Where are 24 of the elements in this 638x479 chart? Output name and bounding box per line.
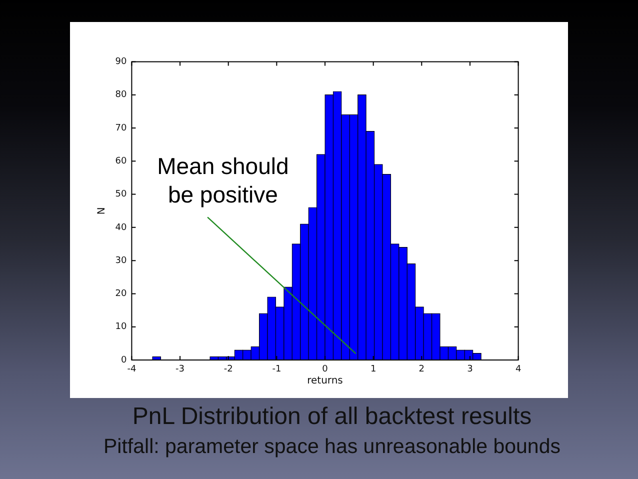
text: Pitfall: parameter space has unreasonable bounds bbox=[102, 434, 562, 458]
y-tick-label: 90 bbox=[115, 57, 127, 68]
y-tick-label: 0 bbox=[120, 355, 127, 366]
x-tick-label: 1 bbox=[370, 364, 376, 375]
y-tick-label: 20 bbox=[115, 289, 127, 300]
x-tick-label: -3 bbox=[176, 364, 185, 375]
x-tick-label: -2 bbox=[224, 364, 233, 375]
x-tick-label: 3 bbox=[467, 364, 473, 375]
x-tick-label: 4 bbox=[515, 364, 522, 375]
x-axis-title: returns bbox=[307, 376, 343, 387]
y-tick-label: 50 bbox=[115, 190, 127, 200]
y-tick-label: 70 bbox=[115, 123, 127, 134]
y-tick-label: 60 bbox=[115, 156, 127, 166]
x-tick-label: -4 bbox=[127, 364, 136, 375]
x-tick-label: 0 bbox=[322, 364, 328, 375]
x-tick-label: -1 bbox=[272, 364, 282, 375]
y-tick-label: 10 bbox=[115, 322, 127, 332]
y-tick-label: 40 bbox=[115, 222, 127, 233]
text: PnL Distribution of all backtest results bbox=[131, 402, 533, 430]
y-tick-label: 30 bbox=[115, 256, 127, 266]
y-tick-label: 80 bbox=[115, 90, 127, 100]
y-axis-title: N bbox=[96, 207, 108, 215]
x-tick-label: 2 bbox=[418, 364, 425, 375]
annotation: Mean should be positive bbox=[157, 152, 289, 208]
